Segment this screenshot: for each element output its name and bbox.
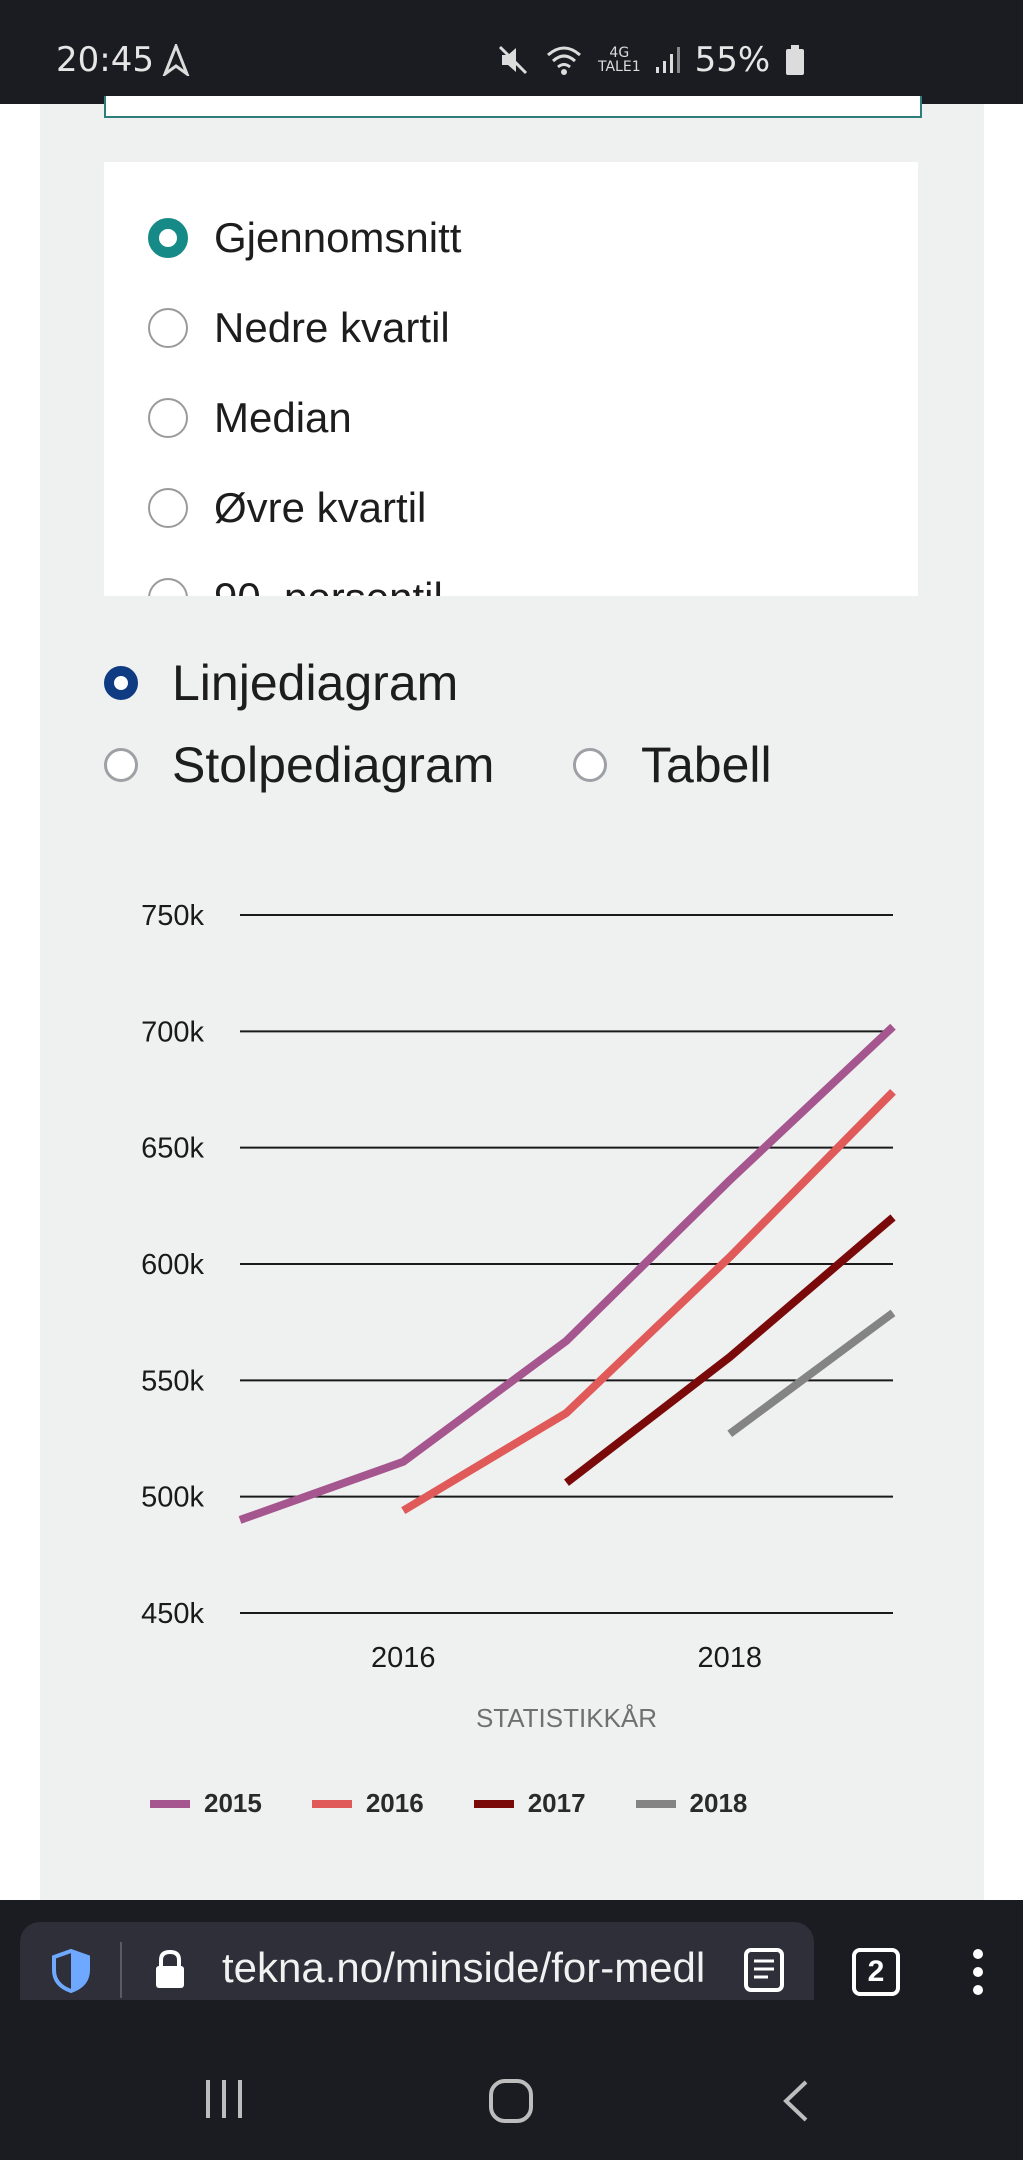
y-tick-label: 600k	[141, 1249, 204, 1281]
more-menu-icon[interactable]	[970, 1948, 986, 1996]
address-divider	[120, 1942, 122, 1998]
legend-label: 2015	[204, 1788, 262, 1818]
status-time: 20:45	[56, 40, 154, 80]
reader-mode-icon[interactable]	[742, 1946, 786, 1994]
radio-checked-icon[interactable]	[148, 218, 188, 258]
page-margin-right	[984, 104, 1023, 1900]
option-ovre-kvartil[interactable]: Øvre kvartil	[148, 478, 426, 538]
page-margin-left	[0, 104, 40, 1900]
charttype-label: Tabell	[641, 737, 772, 793]
back-icon[interactable]	[780, 2078, 810, 2124]
chart-legend: 2015 2016 2017 2018	[150, 1788, 747, 1819]
lock-icon[interactable]	[152, 1948, 188, 1992]
x-tick-label: 2016	[371, 1642, 436, 1674]
legend-label: 2018	[689, 1788, 748, 1818]
battery-icon	[786, 45, 805, 75]
status-icons: 4G TALE1 55%	[496, 40, 806, 80]
series-line-2016	[401, 1089, 896, 1515]
radio-unchecked-icon[interactable]	[148, 398, 188, 438]
option-90-persentil[interactable]: 90. persentil	[148, 568, 443, 596]
option-median[interactable]: Median	[148, 388, 352, 448]
tab-switcher-button[interactable]: 2	[852, 1948, 900, 1996]
radio-unchecked-icon[interactable]	[148, 488, 188, 528]
charttype-stolpediagram[interactable]: Stolpediagram	[104, 730, 494, 800]
legend-swatch	[150, 1799, 190, 1808]
previous-field-frame	[104, 96, 922, 118]
y-tick-label: 650k	[141, 1133, 204, 1165]
radio-unchecked-icon[interactable]	[573, 748, 607, 782]
legend-item-2018[interactable]: 2018	[635, 1788, 748, 1819]
y-tick-label: 450k	[141, 1598, 204, 1630]
x-axis-label: STATISTIKKÅR	[476, 1703, 657, 1733]
y-tick-label: 550k	[141, 1365, 204, 1397]
legend-item-2017[interactable]: 2017	[473, 1788, 586, 1819]
legend-item-2016[interactable]: 2016	[311, 1788, 424, 1819]
signal-icon	[655, 47, 680, 73]
wifi-icon	[547, 46, 581, 75]
y-tick-label: 750k	[141, 900, 204, 932]
legend-swatch	[635, 1799, 676, 1808]
charttype-linjediagram[interactable]: Linjediagram	[104, 648, 458, 718]
y-tick-label: 500k	[141, 1482, 204, 1514]
legend-swatch	[311, 1799, 352, 1808]
line-chart: 450k 500k 550k 600k 650k 700k 750k 2016 2018 STAT…	[100, 870, 940, 1820]
series-line-2017	[564, 1214, 896, 1486]
url-text[interactable]: tekna.no/minside/for-medl	[222, 1944, 706, 1991]
home-icon[interactable]	[488, 2078, 534, 2124]
recent-apps-icon[interactable]	[202, 2078, 246, 2120]
battery-level: 55%	[694, 40, 771, 80]
option-label: Gjennomsnitt	[214, 214, 462, 261]
radio-unchecked-icon[interactable]	[148, 578, 188, 596]
navigation-arrow-icon	[162, 44, 190, 76]
legend-item-2015[interactable]: 2015	[150, 1788, 262, 1819]
series-line-2018	[727, 1309, 896, 1438]
legend-label: 2017	[527, 1788, 586, 1818]
x-tick-label: 2018	[697, 1642, 762, 1674]
option-label: Nedre kvartil	[214, 304, 450, 351]
legend-label: 2016	[365, 1788, 424, 1818]
measure-options-list: Gjennomsnitt Nedre kvartil Median Øvre k…	[104, 162, 918, 596]
shield-icon[interactable]	[50, 1948, 92, 1994]
option-label: Øvre kvartil	[214, 484, 427, 531]
radio-unchecked-icon[interactable]	[104, 748, 138, 782]
network-label: 4G	[609, 45, 630, 61]
status-bar: 20:45 4G TALE1 55%	[0, 0, 1023, 104]
y-tick-label: 700k	[141, 1016, 204, 1048]
chart-canvas: 450k 500k 550k 600k 650k 700k 750k 2016 2018 STAT…	[141, 900, 896, 1733]
option-label: 90. persentil	[214, 574, 443, 596]
charttype-label: Linjediagram	[172, 655, 459, 711]
option-nedre-kvartil[interactable]: Nedre kvartil	[148, 298, 450, 358]
network-type: 4G TALE1	[598, 46, 641, 74]
mute-icon	[498, 45, 528, 75]
option-gjennomsnitt[interactable]: Gjennomsnitt	[148, 208, 461, 268]
radio-unchecked-icon[interactable]	[148, 308, 188, 348]
radio-checked-icon[interactable]	[104, 666, 138, 700]
system-navigation-bar	[0, 2000, 1023, 2160]
charttype-tabell[interactable]: Tabell	[573, 730, 772, 800]
legend-swatch	[473, 1799, 514, 1808]
charttype-label: Stolpediagram	[172, 737, 495, 793]
network-sublabel: TALE1	[598, 59, 641, 75]
option-label: Median	[214, 394, 352, 441]
series-line-2015	[238, 1023, 896, 1524]
browser-toolbar: tekna.no/minside/for-medl	[0, 1900, 1023, 2018]
